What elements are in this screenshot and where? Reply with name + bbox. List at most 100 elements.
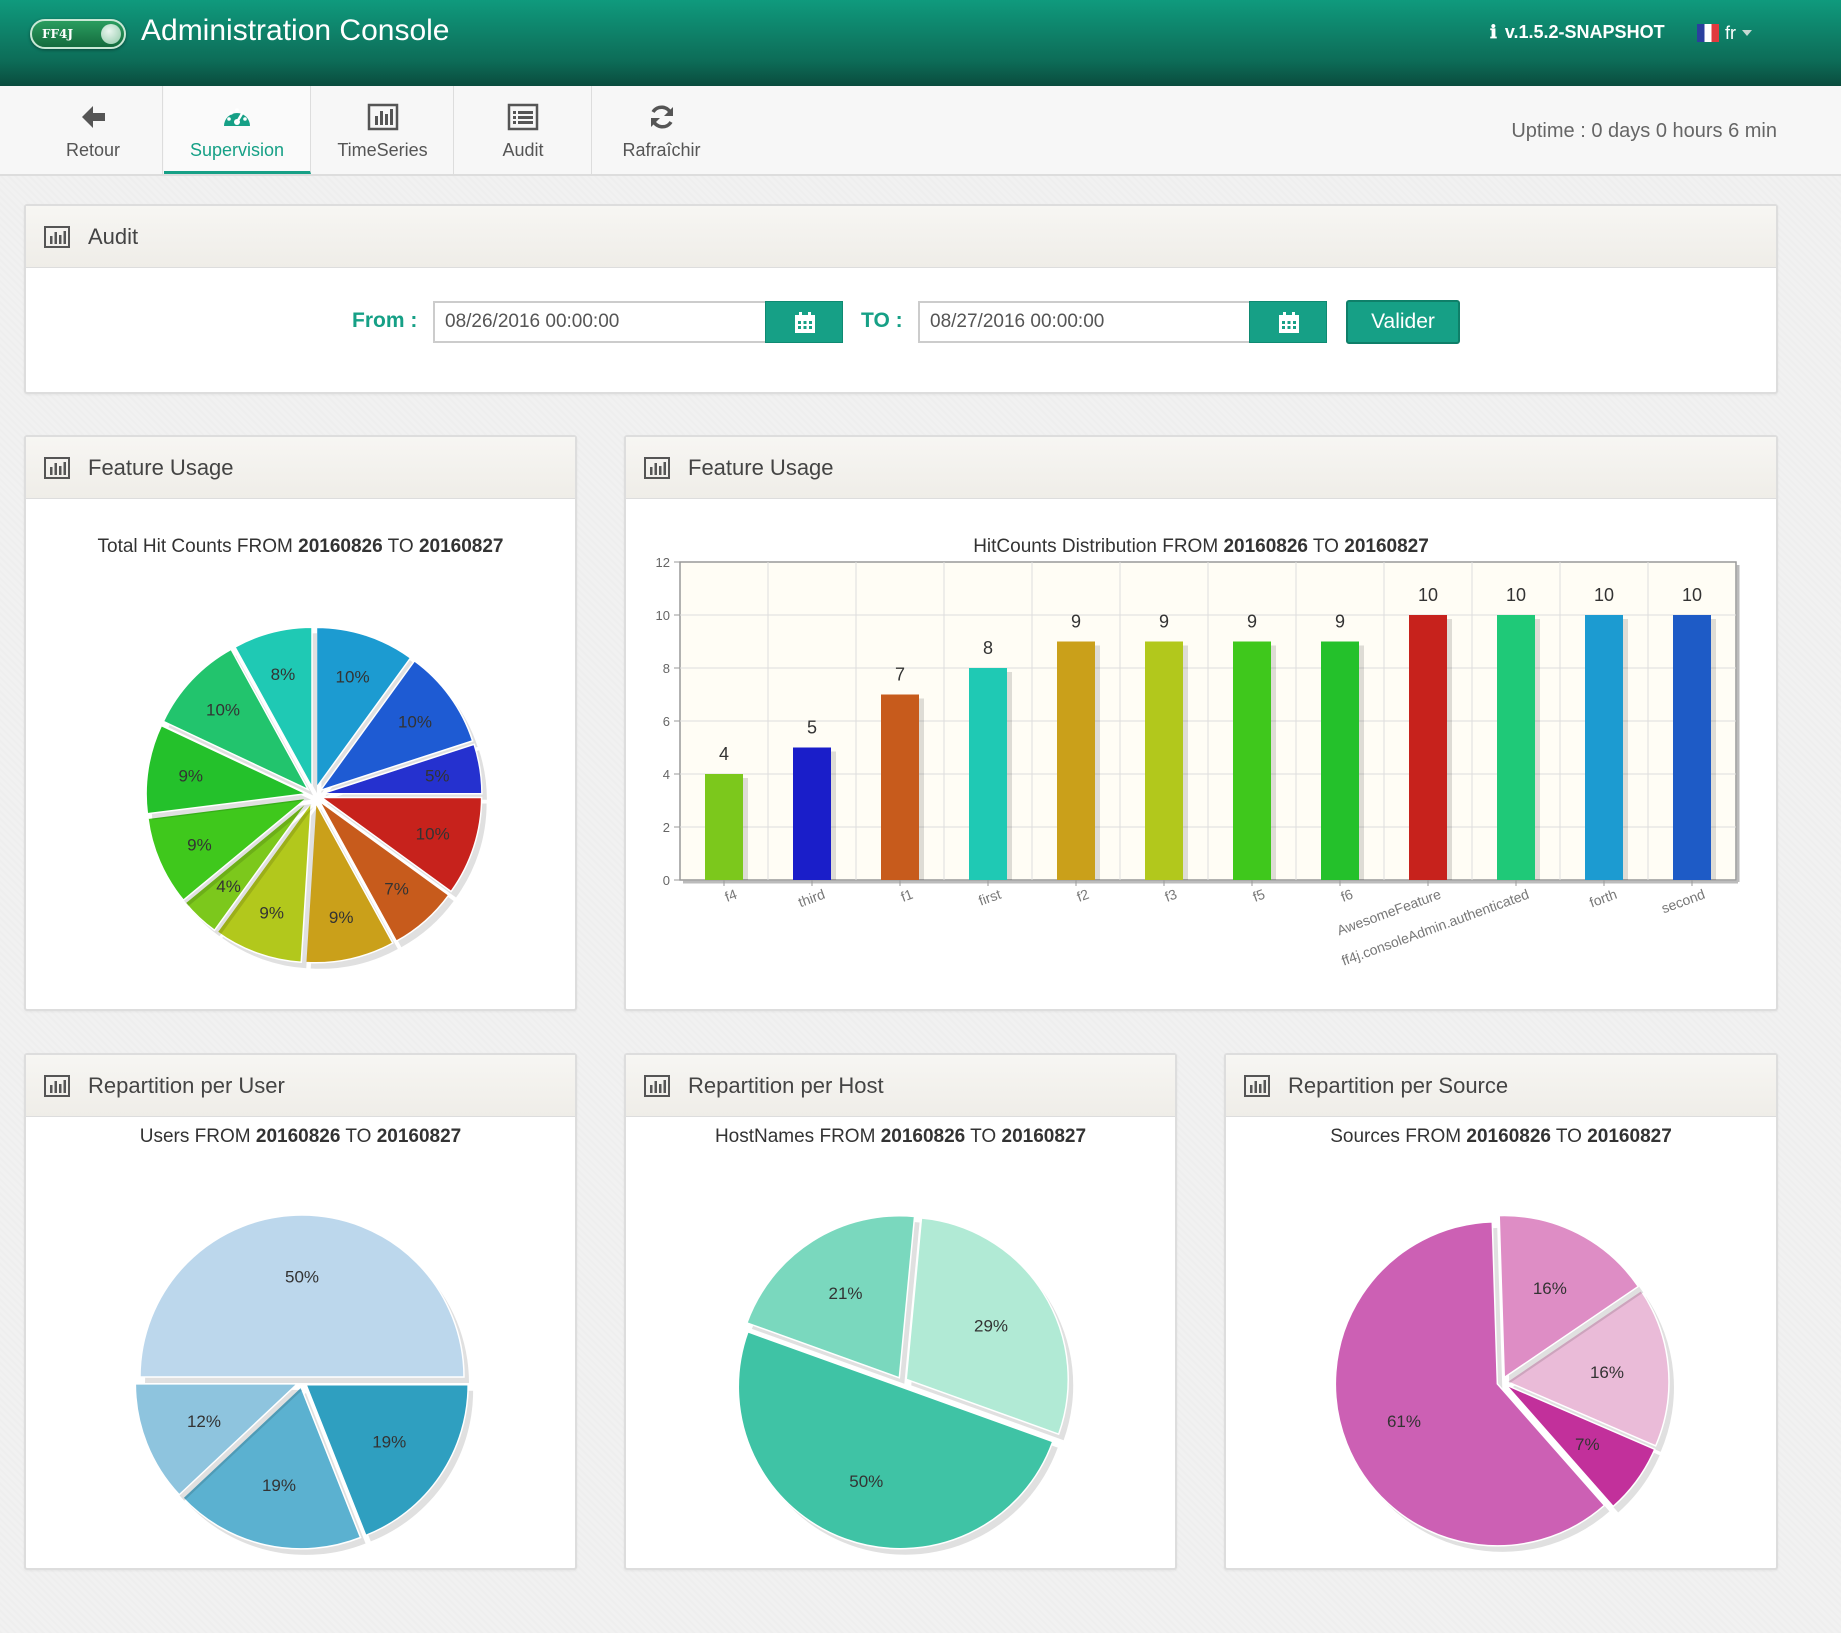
from-calendar-button[interactable] — [765, 301, 843, 343]
toolbar-button-retour[interactable]: Retour — [24, 86, 163, 174]
bar[interactable] — [793, 747, 831, 881]
hostnames-pie-chart: 29% 50% 21% — [737, 1215, 1074, 1555]
pie-slice[interactable] — [233, 626, 313, 788]
bar[interactable] — [1673, 615, 1711, 880]
pie-slice[interactable] — [1505, 1289, 1670, 1447]
bar-value-label: 9 — [1071, 612, 1081, 632]
pie-slice-label: 8% — [271, 665, 296, 684]
french-flag-icon — [1697, 24, 1719, 42]
bar-value-label: 9 — [1159, 612, 1169, 632]
toolbar-button-refresh[interactable]: Rafraîchir — [593, 86, 730, 174]
x-tick-label: third — [796, 886, 827, 910]
panel-header: Feature Usage — [626, 437, 1776, 499]
chart-title-prefix: Sources — [1330, 1126, 1400, 1147]
pie-slice[interactable] — [1505, 1384, 1656, 1508]
x-tick-label: f1 — [899, 886, 916, 905]
pie-slice-label: 29% — [974, 1317, 1008, 1336]
from-date-input[interactable] — [433, 301, 789, 343]
repartition-source-panel: Repartition per Source Sources FROM 2016… — [1224, 1053, 1778, 1570]
panel-title: Audit — [88, 224, 139, 249]
bar-value-label: 9 — [1335, 612, 1345, 632]
x-tick-label: second — [1659, 886, 1707, 916]
panel-title: Repartition per Source — [1288, 1073, 1509, 1098]
bar[interactable] — [1057, 641, 1095, 881]
to-date-input[interactable] — [918, 301, 1274, 343]
language-selector[interactable]: fr — [1697, 23, 1752, 44]
x-tick-label: f2 — [1075, 886, 1092, 905]
bar-chart-icon — [44, 1075, 70, 1097]
calendar-icon — [1279, 312, 1299, 333]
validate-button[interactable]: Valider — [1346, 300, 1460, 344]
bar-value-label: 10 — [1506, 585, 1526, 605]
feature-usage-pie-chart: 10% 10% 5% 10% 7% 9% 9% 4% 9% 9% 10% 8% — [145, 626, 487, 969]
hitcounts-bar-chart: 0 2 4 6 8 10 12 4 f4 5 third 7 f1 8 first 9 f2 9 f3 9 f5 9 f6 1… — [656, 557, 1740, 969]
pie-slice[interactable] — [1498, 1214, 1640, 1379]
chart-title-to-word: TO — [1312, 536, 1339, 557]
pie-slice[interactable] — [304, 800, 394, 964]
pie-slice[interactable] — [319, 796, 483, 893]
chart-title-to-word: TO — [387, 536, 414, 557]
pie-slice-label: 16% — [1533, 1279, 1567, 1298]
chart-title: Total Hit Counts FROM 20160826 TO 201608… — [26, 536, 575, 558]
pie-slice[interactable] — [737, 1330, 1054, 1550]
chart-title-prefix: HitCounts Distribution — [973, 536, 1157, 557]
pie-slice[interactable] — [134, 1383, 300, 1496]
bar[interactable] — [1233, 641, 1271, 881]
pie-slice-label: 19% — [372, 1432, 406, 1451]
pie-slice[interactable] — [184, 800, 310, 932]
bar-chart-icon — [312, 102, 453, 138]
ff4j-logo[interactable]: FF4J — [30, 19, 126, 49]
to-calendar-button[interactable] — [1249, 301, 1327, 343]
pie-slice-label: 50% — [285, 1268, 319, 1287]
toolbar-button-audit[interactable]: Audit — [455, 86, 592, 174]
pie-slice[interactable] — [216, 799, 313, 964]
pie-slice[interactable] — [318, 659, 474, 792]
toolbar-label: Retour — [65, 140, 121, 160]
pie-slice-label: 16% — [1590, 1363, 1624, 1382]
pie-slice-label: 5% — [425, 766, 450, 785]
pie-slice[interactable] — [318, 800, 450, 943]
toolbar-button-supervision[interactable]: Supervision — [164, 86, 311, 174]
chart-title-from-date: 20160826 — [255, 1126, 341, 1147]
chart-title-to-word: TO — [345, 1126, 372, 1147]
toolbar-button-timeseries[interactable]: TimeSeries — [312, 86, 454, 174]
pie-slice-label: 9% — [187, 836, 212, 855]
bar[interactable] — [1497, 615, 1535, 880]
bar-value-label: 10 — [1594, 585, 1614, 605]
y-tick-label: 0 — [663, 873, 670, 888]
pie-slice[interactable] — [905, 1217, 1069, 1436]
chart-title-to-date: 20160827 — [1587, 1126, 1672, 1147]
bar[interactable] — [1145, 641, 1183, 881]
x-tick-label: forth — [1587, 886, 1619, 911]
pie-slice[interactable] — [305, 1384, 469, 1537]
bar[interactable] — [969, 668, 1007, 880]
pie-slice[interactable] — [147, 797, 310, 902]
pie-slice[interactable] — [145, 724, 309, 815]
bar[interactable] — [705, 774, 743, 880]
pie-slice-label: 50% — [849, 1472, 883, 1491]
pie-slice[interactable] — [321, 743, 483, 795]
bar[interactable] — [881, 694, 919, 881]
bar-value-label: 7 — [895, 665, 905, 685]
pie-slice-label: 21% — [828, 1284, 862, 1303]
info-icon: ℹ — [1490, 22, 1497, 43]
version-text: v.1.5.2-SNAPSHOT — [1504, 22, 1665, 42]
arrow-left-icon — [24, 102, 162, 138]
pie-slice[interactable] — [745, 1215, 916, 1379]
pie-slice[interactable] — [162, 648, 310, 792]
chart-title-prefix: HostNames — [714, 1126, 815, 1147]
bar[interactable] — [1321, 641, 1359, 881]
bar[interactable] — [1409, 615, 1447, 880]
panel-header: Repartition per Source — [1226, 1055, 1776, 1117]
pie-slice[interactable] — [139, 1214, 465, 1378]
pie-slice[interactable] — [181, 1385, 362, 1550]
uptime-value: 0 days 0 hours 6 min — [1591, 120, 1777, 142]
pie-slice-label: 61% — [1387, 1412, 1421, 1431]
x-tick-label: first — [976, 886, 1003, 909]
bar[interactable] — [1585, 615, 1623, 880]
version-info: ℹ v.1.5.2-SNAPSHOT — [1490, 22, 1665, 43]
bar-chart-icon — [644, 1075, 670, 1097]
pie-slice[interactable] — [1334, 1221, 1606, 1547]
pie-slice[interactable] — [315, 626, 412, 790]
panel-header: Audit — [26, 206, 1776, 268]
